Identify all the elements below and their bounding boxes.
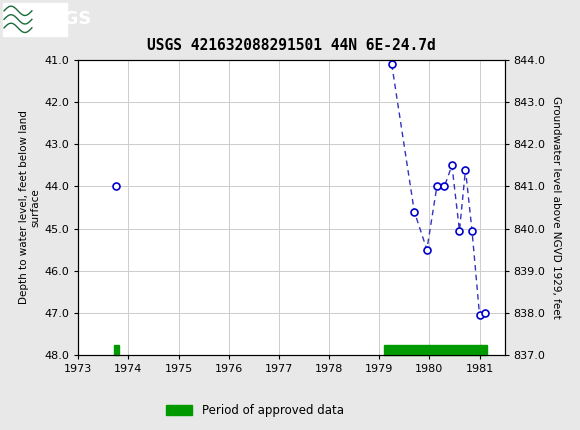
FancyBboxPatch shape [3, 3, 67, 36]
Y-axis label: Depth to water level, feet below land
surface: Depth to water level, feet below land su… [19, 111, 40, 304]
Bar [114, 345, 119, 355]
Title: USGS 421632088291501 44N 6E-24.7d: USGS 421632088291501 44N 6E-24.7d [147, 38, 436, 53]
Text: USGS: USGS [36, 10, 91, 28]
Bar [384, 345, 487, 355]
Legend: Period of approved data: Period of approved data [162, 399, 349, 422]
Y-axis label: Groundwater level above NGVD 1929, feet: Groundwater level above NGVD 1929, feet [551, 96, 561, 319]
